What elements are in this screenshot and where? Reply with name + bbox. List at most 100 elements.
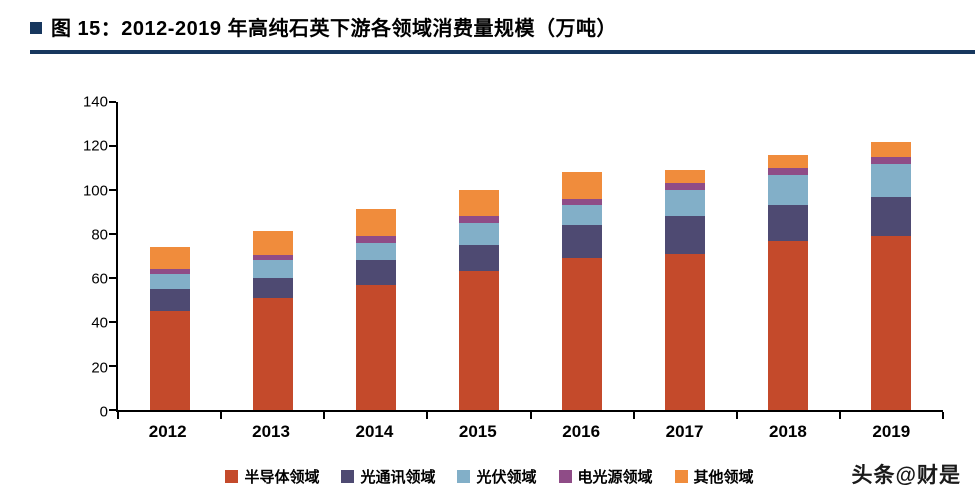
chart-area: 0 20 40 60 80 100 120 140: [62, 95, 944, 420]
bar-segment: [252, 254, 293, 261]
legend-label: 半导体领域: [244, 469, 320, 486]
bar-segment: [665, 216, 706, 254]
bar-segment: [458, 271, 499, 410]
y-tick-mark: [109, 145, 116, 147]
legend-item: 半导体领域: [225, 466, 319, 487]
y-tick-label: 100: [82, 182, 108, 200]
x-tick-label: 2017: [665, 422, 704, 441]
bar-segment: [871, 157, 912, 164]
y-tick-mark: [109, 277, 116, 279]
x-axis-labels: 2012 2013 2014 2015 2016 2017 2018 2019: [116, 422, 943, 442]
stacked-bar: [149, 102, 190, 410]
y-tick-label: 0: [99, 403, 108, 421]
bar-segment: [252, 278, 293, 298]
bar-segment: [665, 253, 706, 410]
bar-segment: [355, 284, 396, 410]
x-tick-label: 2012: [148, 422, 187, 441]
plot-area: [109, 101, 944, 419]
bar-column-2012: [118, 102, 221, 410]
bar-segment: [562, 205, 603, 226]
stacked-bar: [355, 102, 396, 410]
bar-segment: [355, 208, 396, 237]
bar-column-2015: [427, 102, 530, 410]
legend-label: 其他领域: [693, 469, 754, 486]
bar-segment: [768, 205, 809, 241]
x-tick-mark: [426, 412, 429, 419]
x-tick-label: 2018: [769, 422, 807, 441]
bar-column-2018: [737, 102, 840, 410]
stacked-bar: [252, 102, 293, 410]
legend-swatch: [558, 470, 572, 483]
bar-segment: [871, 163, 912, 197]
figure-header: 图 15：2012-2019 年高纯石英下游各领域消费量规模（万吨）: [0, 0, 979, 41]
bar-segment: [458, 216, 499, 224]
bar-segment: [252, 260, 293, 279]
title-rule-divider: [30, 50, 975, 54]
legend: 半导体领域 光通讯领域 光伏领域 电光源领域 其他领域: [0, 466, 979, 487]
legend-swatch: [674, 470, 688, 483]
y-tick-mark: [109, 101, 116, 103]
bar-segment: [355, 260, 396, 285]
bar-segment: [768, 174, 809, 206]
x-tick-mark: [942, 412, 944, 419]
bar-column-2013: [221, 102, 324, 410]
x-tick-mark: [220, 412, 223, 419]
bar-segment: [252, 297, 293, 410]
y-tick-label: 80: [91, 226, 108, 244]
y-axis: 0 20 40 60 80 100 120 140: [62, 95, 108, 420]
bar-column-2016: [531, 102, 634, 410]
legend-swatch: [457, 470, 471, 483]
bar-segment: [355, 242, 396, 261]
bar-segment: [149, 269, 190, 274]
bar-segment: [149, 247, 190, 270]
legend-item: 光伏领域: [457, 466, 537, 487]
y-tick-mark: [109, 321, 116, 324]
x-tick-mark: [117, 412, 119, 419]
y-tick-mark: [109, 409, 116, 411]
x-tick-label: 2014: [355, 422, 394, 441]
x-tick-mark: [735, 412, 738, 419]
y-tick-mark: [109, 233, 116, 236]
bar-segment: [252, 230, 293, 255]
stacked-bar: [871, 102, 912, 410]
y-tick-label: 140: [82, 93, 108, 111]
legend-label: 光通讯领域: [360, 469, 436, 486]
y-tick-label: 60: [91, 270, 108, 288]
bar-segment: [149, 311, 190, 410]
bar-column-2017: [634, 102, 737, 410]
bar-segment: [355, 236, 396, 243]
x-tick-mark: [632, 412, 635, 419]
bar-segment: [871, 236, 912, 410]
bar-segment: [768, 240, 809, 410]
legend-item: 电光源领域: [558, 466, 653, 487]
bar-segment: [665, 183, 706, 191]
bar-segment: [458, 245, 499, 272]
legend-item: 其他领域: [674, 466, 754, 487]
x-tick-mark: [529, 412, 532, 419]
x-tick-label: 2019: [872, 422, 911, 441]
bar-segment: [768, 168, 809, 175]
legend-label: 电光源领域: [577, 469, 653, 486]
watermark: 头条@财是: [851, 464, 961, 487]
bar-column-2019: [840, 102, 943, 410]
legend-label: 光伏领域: [476, 469, 537, 486]
x-tick-label: 2015: [458, 422, 497, 441]
bar-column-2014: [324, 102, 427, 410]
bar-segment: [458, 190, 499, 217]
stacked-bar: [562, 102, 603, 410]
bar-segment: [562, 225, 603, 259]
title-bullet-icon: [30, 21, 42, 34]
legend-item: 光通讯领域: [341, 466, 435, 487]
bar-segment: [149, 289, 190, 311]
y-tick-label: 120: [82, 137, 108, 155]
figure-title: 图 15：2012-2019 年高纯石英下游各领域消费量规模（万吨）: [51, 18, 618, 40]
x-tick-mark: [838, 412, 841, 419]
bar-segment: [562, 172, 603, 199]
x-tick-mark: [323, 412, 326, 419]
bar-segment: [665, 170, 706, 184]
bar-segment: [149, 273, 190, 289]
y-tick-label: 40: [91, 314, 108, 332]
bar-segment: [665, 190, 706, 217]
legend-swatch: [225, 470, 239, 483]
stacked-bar: [665, 102, 706, 410]
